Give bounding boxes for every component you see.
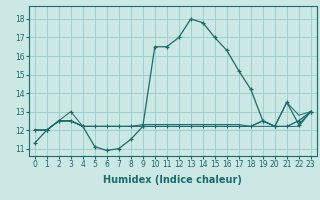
X-axis label: Humidex (Indice chaleur): Humidex (Indice chaleur) xyxy=(103,175,242,185)
